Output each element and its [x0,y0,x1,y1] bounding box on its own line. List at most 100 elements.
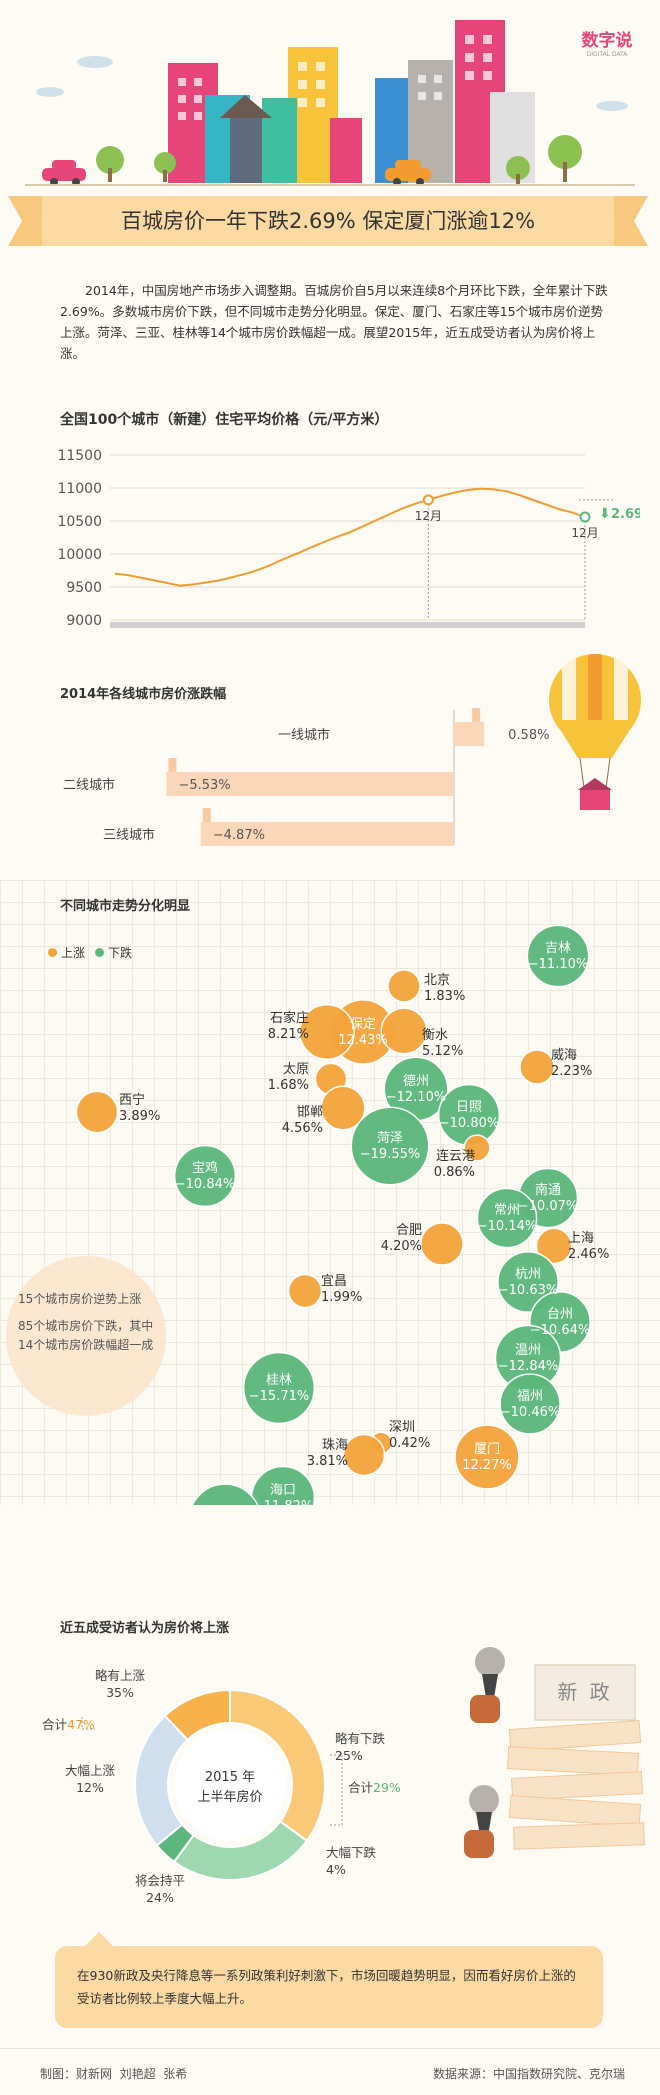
city-name-label: 太原 [283,1062,309,1077]
city-bubble [299,1004,355,1060]
donut-slice [163,1688,231,1742]
city-value-label: 8.21% [268,1027,309,1042]
city-value-label: 4.56% [282,1121,323,1136]
annotation-label: 12月 [415,509,442,523]
price-line [114,487,586,587]
city-bubble [420,1222,464,1266]
city-bubble [526,924,590,988]
city-bubble [173,1144,237,1208]
note-background-circle [6,1256,166,1416]
survey-donut-chart: 2015 年上半年房价略有上涨35%略有下跌25%大幅下跌4%将会持平24%大幅… [42,1668,401,1905]
city-value-label: 2.46% [568,1247,609,1262]
footer-credit: 制图：财新网 刘艳超 张希 [40,2067,188,2081]
building-icon [168,758,177,772]
tier-bar [454,722,485,746]
legend-rise-label: 上涨 [61,946,86,960]
y-tick-label: 10500 [57,514,102,530]
header-illustration [0,0,660,195]
change-label: 2.69% [611,507,640,522]
city-bubble [287,1273,323,1309]
city-name-label: 宝鸡 [192,1160,218,1176]
city-name-label: 海口 [270,1483,296,1498]
building-icon [472,708,481,722]
bubble-legend: 上涨 下跌 [48,944,132,961]
donut-center [174,1729,286,1841]
annotation-label: 12月 [571,526,598,540]
city-value-label: −10.64% [530,1323,590,1338]
city-name-label: 常州 [494,1203,520,1218]
city-bubble [242,1351,316,1425]
city-value-label: 12.43% [338,1033,388,1048]
fall-bracket [330,1754,343,1826]
city-value-label: −12.10% [386,1090,446,1105]
intro-paragraph: 2014年，中国房地产市场步入调整期。百城房价自5月以来连续8个月环比下跌，全年… [60,283,608,361]
city-name-label: 福州 [517,1389,543,1404]
slice-value-label: 24% [146,1890,174,1905]
city-value-label: −10.80% [439,1116,499,1131]
city-value-label: 1.83% [424,989,465,1004]
city-name-label: 德州 [403,1074,429,1089]
city-value-label: 3.89% [119,1109,160,1124]
city-bubble [437,1083,501,1147]
callout-text: 在930新政及央行降息等一系列政策利好刺激下，市场回暖趋势明显，因而看好房价上涨… [77,1968,576,2006]
fall-total-value: 29% [373,1780,401,1795]
city-bubble [499,1373,561,1435]
city-value-label: −12.84% [498,1359,558,1374]
city-name-label: 桂林 [266,1373,292,1388]
note-line-1: 15个城市房价逆势上涨 [18,1292,142,1306]
city-value-label: −10.84% [175,1177,235,1192]
tier-value-label: −5.53% [178,778,230,793]
annotation-point [579,511,591,523]
city-name-label: 菏泽 [377,1131,403,1146]
down-arrow-icon: ⬇ [599,506,611,522]
city-value-label: 1.99% [321,1290,362,1305]
city-value-label: −15.71% [249,1389,309,1404]
tier-bar [166,772,454,796]
footer: 制图：财新网 刘艳超 张希 数据来源：中国指数研究院、克尔瑞 [0,2048,660,2095]
city-value-label: −11.10% [528,957,588,972]
bubble-chart-title: 不同城市走势分化明显 [60,899,191,914]
city-bubble [75,1090,119,1134]
callout-pointer [85,1932,113,1946]
tier-category-label: 三线城市 [103,827,155,843]
note-line-2: 85个城市房价下跌，其中 [18,1319,154,1333]
city-bubble [519,1049,555,1085]
city-name-label: 上海 [568,1231,594,1246]
city-name-label: 日照 [456,1100,482,1115]
annotation-point [422,494,434,506]
tier-chart-title: 2014年各线城市房价涨跌幅 [60,687,227,702]
y-tick-label: 10000 [57,547,102,563]
slice-value-label: 12% [76,1780,104,1795]
tier-category-label: 一线城市 [278,727,330,743]
headline-banner: 百城房价一年下跌2.69% 保定厦门涨逾12% [8,196,648,246]
x-axis-bar [110,622,585,628]
city-name-label: 台州 [547,1307,573,1322]
city-name-label: 威海 [551,1048,577,1063]
tier-bar-chart: 一线城市 0.58% 二线城市 −5.53% 三线城市 −4.87% [63,708,549,846]
city-value-label: 3.81% [307,1454,348,1469]
city-value-label: 0.42% [389,1436,430,1451]
slice-category-label: 将会持平 [135,1873,185,1888]
legend-fall-label: 下跌 [108,946,133,960]
y-tick-label: 11500 [57,448,102,464]
bubble-note: 15个城市房价逆势上涨 85个城市房价下跌，其中 14个城市房价跌幅超一成 [18,1290,228,1355]
fall-total-prefix: 合计 [348,1780,373,1795]
building-icon [202,808,211,822]
rise-total-label: 合计47% [42,1717,95,1732]
donut-center-label: 上半年房价 [197,1789,262,1805]
city-name-label: 温州 [515,1343,541,1358]
city-name-label: 衡水 [422,1028,448,1043]
tier-bar [200,822,454,846]
city-bubble [387,969,421,1003]
city-value-label: 2.23% [551,1064,592,1079]
y-tick-label: 9500 [66,580,102,596]
fall-dot-icon [95,948,105,957]
city-value-label: −11.82% [253,1499,313,1505]
y-tick-label: 11000 [57,481,102,497]
y-tick-label: 9000 [66,613,102,629]
city-bubble [350,1106,430,1186]
city-name-label: 连云港 [436,1148,475,1164]
city-name-label: 厦门 [474,1442,500,1457]
slice-value-label: 4% [326,1862,346,1877]
